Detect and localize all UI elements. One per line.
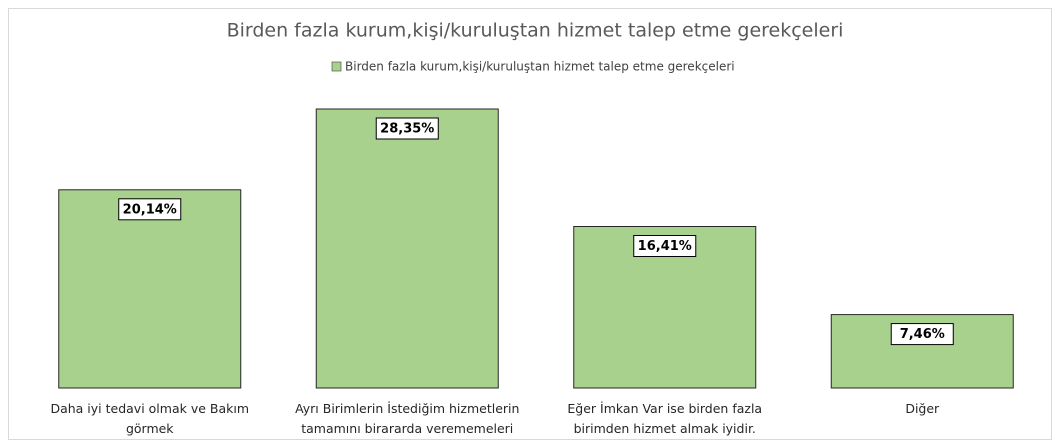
x-tick-label: Daha iyi tedavi olmak ve Bakım görmek: [50, 401, 250, 436]
bar: [58, 189, 242, 389]
legend-swatch: [331, 61, 342, 72]
value-label: 7,46%: [900, 327, 945, 342]
value-label-box: [118, 198, 182, 221]
value-label: 16,41%: [638, 239, 692, 254]
chart-title: Birden fazla kurum,kişi/kuruluştan hizme…: [227, 20, 844, 42]
value-label-box: [375, 117, 439, 140]
value-label-box: [633, 235, 697, 258]
value-label-box: [890, 323, 954, 346]
x-tick-label: Diğer: [905, 401, 940, 416]
x-tick-label: Eğer İmkan Var ise birden fazla birimden…: [567, 401, 763, 436]
x-tick-label: Ayrı Birimlerin İstediğim hizmetlerin ta…: [295, 401, 520, 436]
value-label: 20,14%: [123, 202, 177, 217]
bar: [315, 108, 499, 389]
value-label: 28,35%: [380, 122, 434, 137]
legend-label: Birden fazla kurum,kişi/kuruluştan hizme…: [345, 60, 735, 74]
